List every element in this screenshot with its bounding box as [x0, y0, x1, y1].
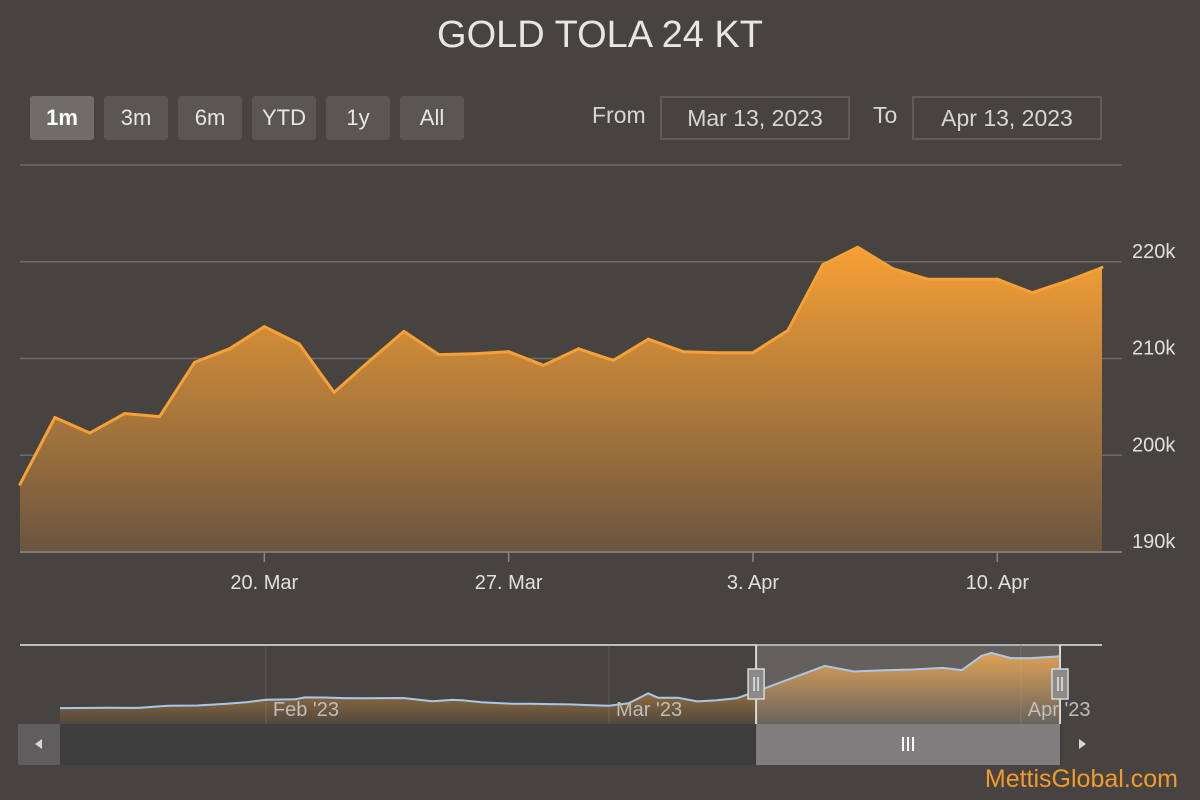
data-point [437, 353, 441, 357]
navigator-selection[interactable] [756, 645, 1060, 724]
navigator-line [59, 651, 1061, 710]
data-point [297, 342, 301, 346]
y-tick-label: 190k [1132, 531, 1176, 553]
triangle-right-icon [1079, 739, 1086, 749]
x-tick-label: 20. Mar [230, 572, 298, 594]
data-point [332, 390, 336, 394]
y-tick-label: 210k [1132, 338, 1176, 360]
data-point [995, 277, 999, 281]
data-point [88, 431, 92, 435]
series-line [18, 245, 1103, 485]
range-button-1y[interactable]: 1y [326, 96, 390, 140]
watermark: MettisGlobal.com [984, 765, 1178, 793]
data-point [367, 359, 371, 363]
data-point [53, 416, 57, 420]
data-point [611, 358, 615, 362]
x-tick-label: 10. Apr [966, 572, 1030, 594]
x-tick-label: 3. Apr [727, 572, 780, 594]
data-point [786, 328, 790, 332]
scrollbar-thumb[interactable] [756, 724, 1060, 765]
navigator-tick-label: Mar '23 [616, 699, 682, 721]
to-label: To [873, 102, 898, 128]
data-point [1030, 291, 1034, 295]
from-label: From [592, 102, 646, 128]
data-point [646, 337, 650, 341]
data-point [576, 347, 580, 351]
navigator-area [60, 652, 1060, 724]
data-point [227, 347, 231, 351]
data-point [262, 325, 266, 329]
navigator-left-handle[interactable] [747, 668, 765, 700]
data-point [960, 277, 964, 281]
data-point [18, 482, 22, 486]
data-point [542, 363, 546, 367]
data-point [123, 412, 127, 416]
data-point [751, 351, 755, 355]
data-point [193, 360, 197, 364]
range-button-1m[interactable]: 1m [30, 96, 94, 140]
range-button-3m[interactable]: 3m [104, 96, 168, 140]
data-point [716, 351, 720, 355]
y-tick-label: 220k [1132, 241, 1176, 263]
range-button-all[interactable]: All [400, 96, 464, 140]
data-point [1100, 266, 1104, 270]
data-point [1065, 279, 1069, 283]
range-button-ytd[interactable]: YTD [252, 96, 316, 140]
series-area [20, 247, 1102, 552]
y-tick-label: 200k [1132, 434, 1176, 456]
triangle-left-icon [35, 739, 42, 749]
chart-title: GOLD TOLA 24 KT [437, 14, 763, 56]
data-point [681, 350, 685, 354]
data-point [158, 415, 162, 419]
x-tick-label: 27. Mar [475, 572, 543, 594]
range-button-6m[interactable]: 6m [178, 96, 242, 140]
to-date-input[interactable]: Apr 13, 2023 [912, 96, 1102, 140]
data-point [507, 350, 511, 354]
from-date-input[interactable]: Mar 13, 2023 [660, 96, 850, 140]
data-point [891, 267, 895, 271]
data-point [821, 263, 825, 267]
data-point [402, 329, 406, 333]
data-point [856, 245, 860, 249]
navigator-tick-label: Feb '23 [273, 699, 339, 721]
scroll-left-button[interactable] [18, 724, 60, 765]
navigator-right-handle[interactable] [1051, 668, 1069, 700]
data-point [925, 277, 929, 281]
scroll-right-button[interactable] [1062, 724, 1102, 765]
data-point [472, 352, 476, 356]
